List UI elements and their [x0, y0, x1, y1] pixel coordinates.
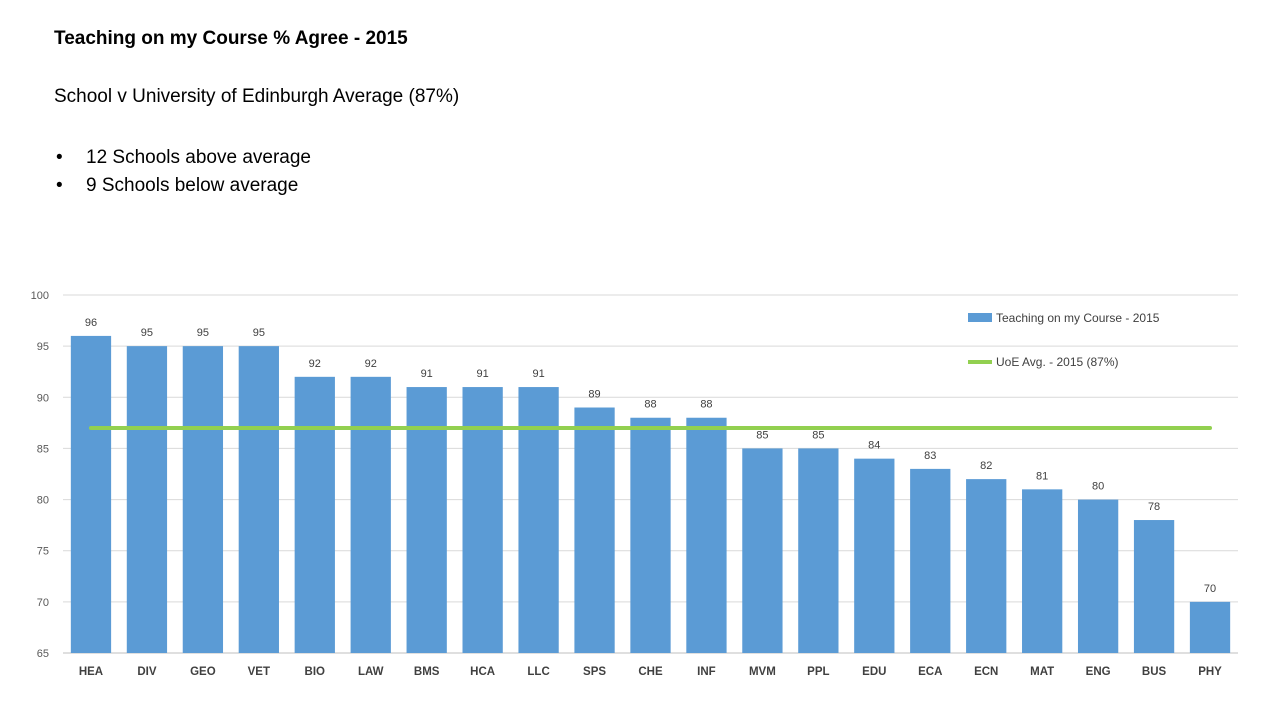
legend-swatch-bars — [968, 313, 992, 322]
x-tick-label: ECN — [974, 666, 998, 678]
data-label: 91 — [532, 368, 544, 380]
x-tick-label: HCA — [470, 666, 495, 678]
bullet-above-average: • 12 Schools above average — [54, 144, 311, 172]
x-tick-label: EDU — [862, 666, 886, 678]
x-tick-label: BMS — [414, 666, 440, 678]
data-label: 96 — [85, 317, 97, 329]
bullet-list: • 12 Schools above average • 9 Schools bel… — [54, 144, 311, 200]
bullet-text: 12 Schools above average — [86, 147, 311, 168]
data-label: 84 — [868, 440, 880, 452]
bar — [742, 448, 783, 653]
bullet-dot: • — [56, 147, 63, 168]
bar — [182, 346, 224, 653]
x-tick-label: ECA — [918, 666, 942, 678]
slide-subtitle: School v University of Edinburgh Average… — [54, 86, 460, 107]
data-label: 70 — [1204, 583, 1216, 595]
bullet-text: 9 Schools below average — [86, 175, 299, 196]
data-label: 92 — [309, 358, 321, 370]
bar — [910, 468, 951, 653]
bar — [406, 387, 447, 653]
bar — [686, 417, 727, 653]
bar — [966, 479, 1007, 653]
data-label: 95 — [141, 327, 153, 339]
bar — [854, 458, 895, 653]
bullet-below-average: • 9 Schools below average — [54, 172, 311, 200]
bar — [462, 387, 503, 653]
bar — [238, 346, 279, 653]
x-tick-label: VET — [248, 666, 270, 678]
bar — [126, 346, 168, 653]
x-tick-label: PPL — [807, 666, 829, 678]
data-label: 80 — [1092, 481, 1104, 493]
x-tick-label: CHE — [638, 666, 663, 678]
bar — [1022, 489, 1063, 653]
bar — [350, 376, 391, 653]
data-label: 83 — [924, 450, 936, 462]
x-tick-label: DIV — [137, 666, 157, 678]
bar — [70, 335, 112, 653]
legend-label-bars: Teaching on my Course - 2015 — [996, 311, 1160, 325]
x-tick-label: MVM — [749, 666, 776, 678]
x-tick-label: LAW — [358, 666, 384, 678]
x-tick-label: BIO — [305, 666, 326, 678]
y-tick-label: 65 — [37, 648, 49, 660]
bar-chart: 65 70 75 80 85 90 95 100 96 HEA 95 DIV 95 GEO 95 VET 92 B… — [31, 290, 1238, 678]
x-tick-label: MAT — [1030, 666, 1054, 678]
x-tick-label: PHY — [1198, 666, 1222, 678]
y-tick-label: 75 — [37, 546, 49, 558]
data-label: 95 — [253, 327, 265, 339]
data-label: 95 — [197, 327, 209, 339]
x-tick-label: INF — [697, 666, 716, 678]
data-label: 78 — [1148, 501, 1160, 513]
data-label: 91 — [421, 368, 433, 380]
x-tick-label: SPS — [583, 666, 606, 678]
y-tick-label: 80 — [37, 495, 49, 507]
y-tick-label: 70 — [37, 597, 49, 609]
x-tick-label: GEO — [190, 666, 216, 678]
bullet-dot: • — [56, 175, 63, 196]
data-label: 88 — [700, 399, 712, 411]
data-label: 89 — [588, 389, 600, 401]
data-label: 82 — [980, 460, 992, 472]
data-label: 92 — [365, 358, 377, 370]
bar — [294, 376, 335, 653]
data-label: 91 — [477, 368, 489, 380]
x-tick-label: BUS — [1142, 666, 1167, 678]
bar — [574, 407, 615, 653]
bar — [518, 387, 559, 653]
y-tick-label: 90 — [37, 392, 49, 404]
y-tick-label: 85 — [37, 443, 49, 455]
bar — [1133, 520, 1175, 653]
x-tick-label: HEA — [79, 666, 103, 678]
y-tick-label: 100 — [31, 290, 49, 302]
bar — [630, 417, 671, 653]
bar — [798, 448, 839, 653]
data-label: 85 — [812, 429, 824, 441]
x-tick-label: LLC — [527, 666, 549, 678]
y-tick-label: 95 — [37, 341, 49, 353]
data-label: 85 — [756, 429, 768, 441]
bar — [1189, 601, 1231, 653]
data-label: 81 — [1036, 470, 1048, 482]
bar — [1077, 499, 1119, 653]
data-label: 88 — [644, 399, 656, 411]
legend-label-average: UoE Avg. - 2015 (87%) — [996, 355, 1119, 369]
x-tick-label: ENG — [1086, 666, 1111, 678]
slide-title: Teaching on my Course % Agree - 2015 — [54, 28, 408, 49]
